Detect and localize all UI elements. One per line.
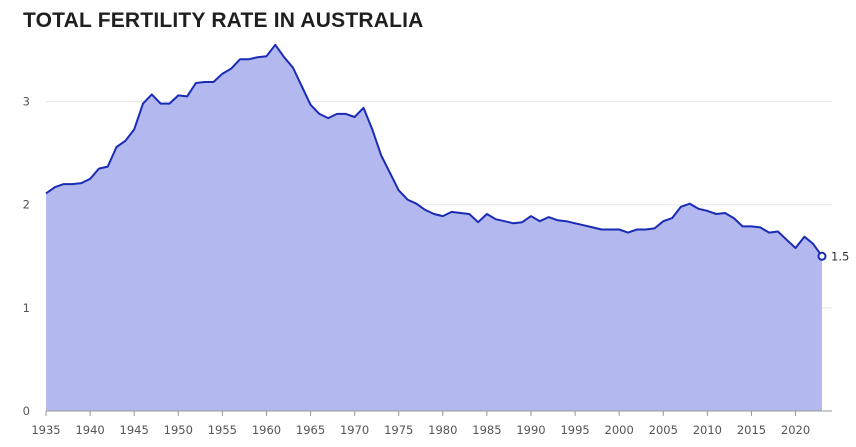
x-tick-label: 1950 [164, 423, 193, 437]
x-tick-label: 1955 [208, 423, 237, 437]
y-tick-label: 3 [23, 95, 30, 109]
x-tick-label: 1970 [340, 423, 369, 437]
x-tick-label: 2000 [605, 423, 634, 437]
x-tick-label: 1945 [120, 423, 149, 437]
end-point-marker[interactable] [817, 251, 827, 261]
area-fill [46, 44, 822, 412]
y-tick-label: 2 [23, 198, 30, 212]
x-tick-label: 1980 [428, 423, 457, 437]
x-axis-ticks: 1935 1940 1945 1950 1955 1960 1965 1970 1975 1980… [31, 411, 810, 437]
x-tick-label: 1965 [296, 423, 325, 437]
x-tick-label: 1995 [560, 423, 589, 437]
x-tick-label: 2020 [781, 423, 810, 437]
series-line [45, 43, 823, 257]
x-tick-label: 1975 [384, 423, 413, 437]
y-tick-label: 1 [23, 301, 30, 315]
y-tick-label: 0 [23, 404, 30, 418]
chart-title: TOTAL FERTILITY RATE IN AUSTRALIA [23, 9, 424, 32]
x-tick-label: 1940 [75, 423, 104, 437]
x-tick-label: 1960 [252, 423, 281, 437]
x-tick-label: 2015 [737, 423, 766, 437]
x-tick-label: 1985 [472, 423, 501, 437]
end-point-label: 1.5 [831, 249, 849, 263]
x-tick-label: 2010 [693, 423, 722, 437]
y-axis-ticks: 0 1 2 3 [23, 95, 30, 418]
x-tick-label: 2005 [649, 423, 678, 437]
x-tick-label: 1935 [31, 423, 60, 437]
x-tick-label: 1990 [516, 423, 545, 437]
